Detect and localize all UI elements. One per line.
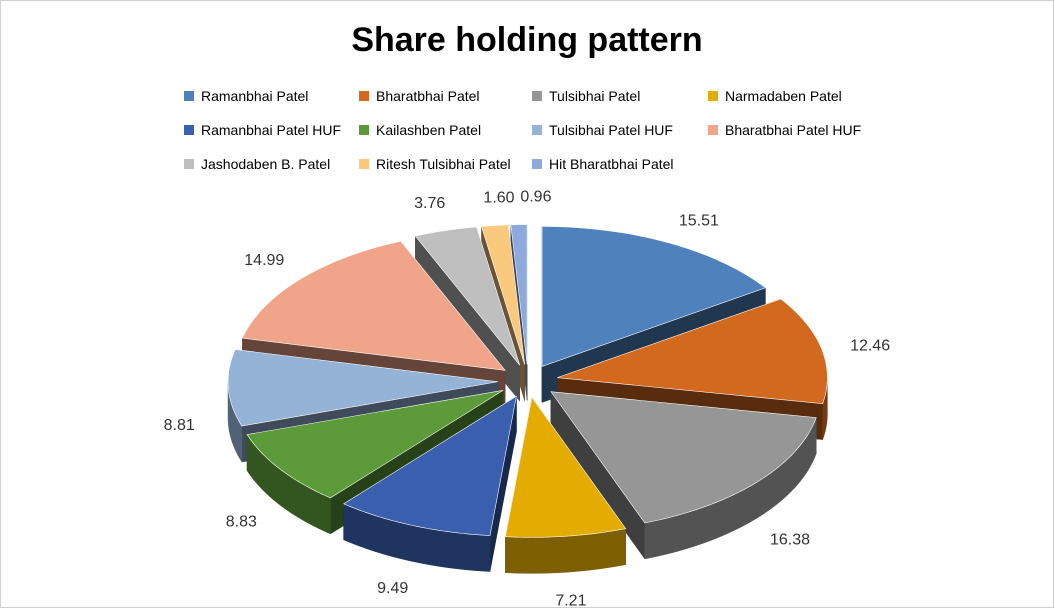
legend-item-ramanbhai-patel: Ramanbhai Patel [184, 88, 308, 104]
legend-swatch [184, 159, 194, 170]
legend-item-tulsibhai-patel-huf: Tulsibhai Patel HUF [532, 122, 673, 138]
legend-item-tulsibhai-patel: Tulsibhai Patel [532, 88, 640, 104]
data-label-tulsibhai-patel: 16.38 [770, 532, 810, 549]
legend-swatch [532, 125, 542, 136]
legend-label: Hit Bharatbhai Patel [549, 156, 674, 172]
data-label-ritesh-tulsibhai-patel: 1.60 [483, 189, 514, 206]
legend-label: Tulsibhai Patel HUF [549, 122, 673, 138]
data-label-kailashben-patel: 8.83 [226, 514, 257, 531]
data-label-ramanbhai-patel: 15.51 [679, 213, 719, 230]
legend-label: Jashodaben B. Patel [201, 156, 331, 172]
legend-swatch [708, 125, 718, 136]
legend-label: Ramanbhai Patel [201, 88, 309, 104]
data-label-tulsibhai-patel-huf: 8.81 [164, 417, 195, 434]
legend-swatch [708, 91, 718, 102]
legend-swatch [184, 125, 194, 136]
legend-swatch [359, 159, 369, 170]
pie-slice-tulsibhai-patel [550, 390, 817, 560]
data-label-bharatbhai-patel: 12.46 [850, 338, 890, 355]
legend-item-narmadaben-patel: Narmadaben Patel [708, 88, 842, 104]
chart-title: Share holding pattern [351, 21, 703, 59]
data-label-narmadaben-patel: 7.21 [555, 592, 586, 607]
legend-item-bharatbhai-patel: Bharatbhai Patel [359, 88, 480, 104]
chart-legend: Ramanbhai Patel Bharatbhai Patel Tulsibhai… [1, 1, 1053, 201]
pie-slice-ramanbhai-patel-huf [343, 395, 517, 572]
legend-item-bharatbhai-patel-huf: Bharatbhai Patel HUF [708, 122, 861, 138]
data-label-hit-bharatbhai-patel: 0.96 [520, 188, 551, 205]
pie-slice-narmadaben-patel [505, 396, 627, 574]
legend-swatch [532, 91, 542, 102]
legend-label: Ritesh Tulsibhai Patel [376, 156, 511, 172]
legend-item-ramanbhai-patel-huf: Ramanbhai Patel HUF [184, 122, 341, 138]
legend-swatch [359, 125, 369, 136]
legend-label: Ramanbhai Patel HUF [201, 122, 342, 138]
legend-label: Narmadaben Patel [725, 88, 842, 104]
legend-label: Bharatbhai Patel [376, 88, 480, 104]
legend-label: Kailashben Patel [376, 122, 482, 138]
legend-label: Tulsibhai Patel [549, 88, 641, 104]
legend-item-kailashben-patel: Kailashben Patel [359, 122, 481, 138]
legend-item-jashodaben-b-patel: Jashodaben B. Patel [184, 156, 330, 172]
legend-item-ritesh-tulsibhai-patel: Ritesh Tulsibhai Patel [359, 156, 511, 172]
data-label-jashodaben-b-patel: 3.76 [414, 195, 445, 212]
legend-swatch [184, 91, 194, 102]
data-label-ramanbhai-patel-huf: 9.49 [377, 580, 408, 597]
legend-swatch [359, 91, 369, 102]
legend-item-hit-bharatbhai-patel: Hit Bharatbhai Patel [532, 156, 674, 172]
legend-label: Bharatbhai Patel HUF [725, 122, 862, 138]
data-label-bharatbhai-patel-huf: 14.99 [244, 252, 284, 269]
legend-swatch [532, 159, 542, 170]
